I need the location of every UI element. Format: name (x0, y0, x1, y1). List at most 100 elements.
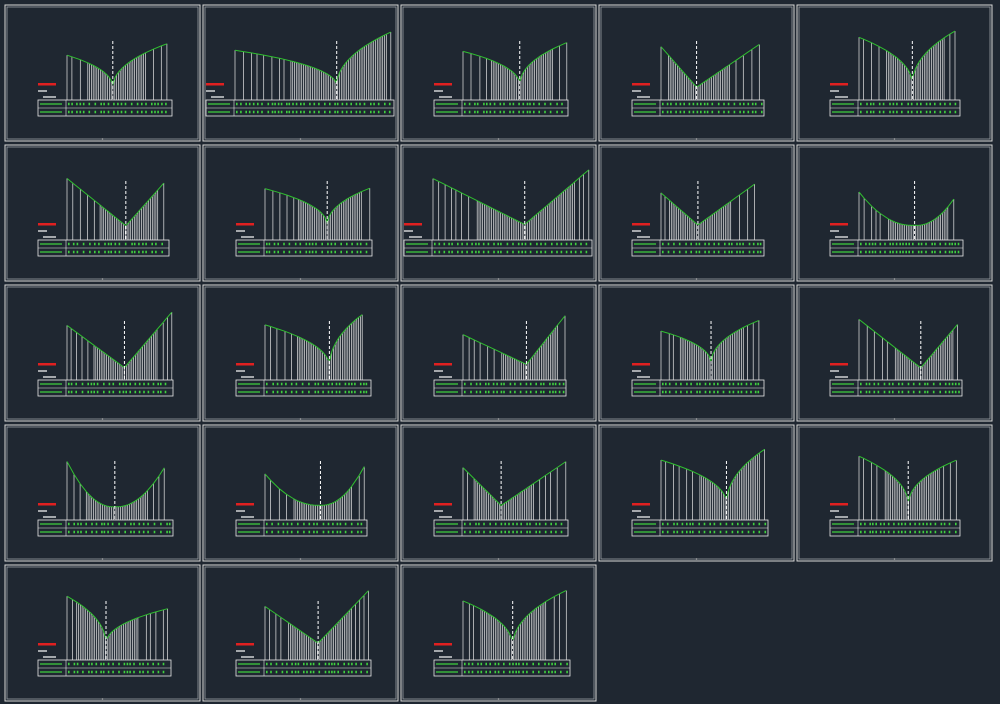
sheet-border (796, 284, 993, 422)
ground-line (858, 455, 957, 502)
sheet-border (400, 144, 597, 282)
sheet-border (202, 4, 399, 142)
ground-line (66, 595, 168, 639)
sheet-border (202, 284, 399, 422)
ground-line (432, 169, 590, 225)
legend-red (830, 503, 848, 506)
sheet-border (796, 424, 993, 562)
section-verticals (858, 456, 957, 520)
drawing-sheet (202, 4, 399, 142)
section-verticals (234, 32, 392, 100)
sheet-dot (299, 138, 302, 140)
legend-red (206, 83, 224, 86)
sheet-border (4, 144, 201, 282)
sheet-dot (101, 558, 104, 560)
ground-line (462, 42, 567, 82)
sheet-dot (893, 278, 896, 280)
ground-line (66, 178, 165, 226)
legend-red (38, 363, 56, 366)
sheet-border (598, 4, 795, 142)
sheet-dot (695, 138, 698, 140)
legend-red (236, 643, 254, 646)
drawing-sheet (4, 284, 201, 422)
legend-red (38, 83, 56, 86)
sheet-border (4, 564, 201, 702)
ground-line (660, 183, 755, 226)
sheet-border (202, 564, 399, 702)
drawing-sheet (4, 564, 201, 702)
sheet-border (400, 424, 597, 562)
sheet-border (400, 4, 597, 142)
drawing-sheet (400, 424, 597, 562)
section-verticals (264, 314, 363, 380)
legend-red (404, 223, 422, 226)
section-verticals (858, 319, 958, 380)
drawing-sheet (202, 424, 399, 562)
legend-red (830, 363, 848, 366)
ground-line (462, 461, 567, 507)
drawing-sheet (4, 4, 201, 142)
sheet-dot (299, 418, 302, 420)
ground-line (234, 31, 392, 84)
section-verticals (66, 312, 173, 380)
sheet-dot (299, 558, 302, 560)
sheet-border (598, 424, 795, 562)
legend-red (236, 503, 254, 506)
legend-red (38, 643, 56, 646)
sheet-border (598, 284, 795, 422)
sheet-dot (101, 698, 104, 700)
drawing-sheet (202, 284, 399, 422)
ground-line (66, 43, 168, 86)
sheet-border (598, 144, 795, 282)
legend-red (434, 503, 452, 506)
section-verticals (66, 178, 165, 240)
ground-line (264, 466, 365, 506)
drawing-sheet (598, 424, 795, 562)
section-verticals (660, 184, 755, 240)
sheet-dot (497, 558, 500, 560)
legend-red (236, 363, 254, 366)
sheet-dot (893, 418, 896, 420)
ground-line (660, 319, 760, 363)
drawing-sheet (796, 4, 993, 142)
section-verticals (264, 188, 371, 240)
section-verticals (432, 169, 590, 240)
legend-red (236, 223, 254, 226)
sheet-dot (695, 278, 698, 280)
ground-line (66, 311, 173, 369)
section-verticals (264, 590, 369, 660)
legend-red (434, 363, 452, 366)
drawing-sheet (598, 284, 795, 422)
drawing-sheet (202, 144, 399, 282)
sheet-dot (893, 558, 896, 560)
drawing-sheet (598, 144, 795, 282)
ground-line (462, 589, 567, 640)
section-verticals (660, 320, 760, 380)
drawing-sheet (796, 424, 993, 562)
sheet-border (202, 424, 399, 562)
ground-line (660, 43, 760, 88)
drawing-sheet (400, 4, 597, 142)
legend-red (434, 83, 452, 86)
sheet-dot (695, 558, 698, 560)
section-verticals (660, 44, 760, 100)
sheet-border (4, 284, 201, 422)
sheet-dot (101, 138, 104, 140)
section-verticals (264, 466, 365, 520)
legend-red (38, 503, 56, 506)
drawing-sheet (400, 284, 597, 422)
legend-red (632, 223, 650, 226)
drawing-sheet (202, 564, 399, 702)
ground-line (462, 315, 566, 365)
drawing-sheet (400, 564, 597, 702)
sheet-border (400, 564, 597, 702)
sheet-dot (299, 278, 302, 280)
sheet-dot (497, 418, 500, 420)
legend-red (830, 83, 848, 86)
sheet-dot (893, 138, 896, 140)
section-verticals (462, 590, 567, 660)
sheet-dot (101, 418, 104, 420)
drawing-sheet (4, 144, 201, 282)
